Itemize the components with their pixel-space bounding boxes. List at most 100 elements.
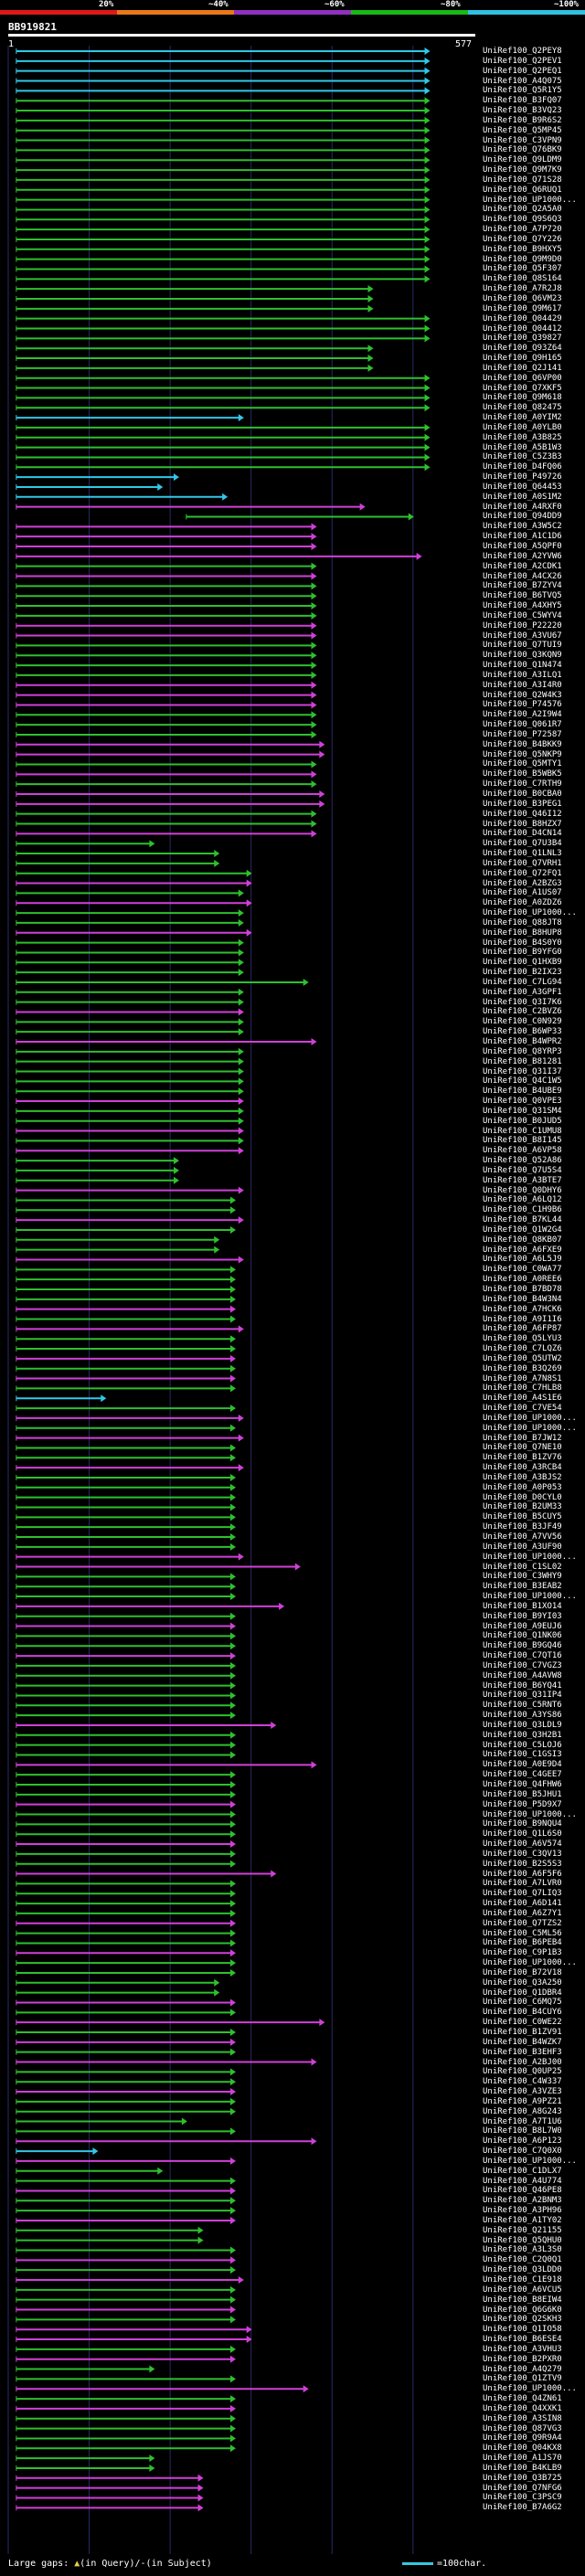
hit-label[interactable]: UniRef100_C7LQZ6 [483,1344,562,1354]
hit-bar[interactable] [16,780,317,789]
hit-bar[interactable] [16,1374,236,1383]
hit-label[interactable]: UniRef100_B3EAB2 [483,1582,562,1592]
hit-bar[interactable] [16,2236,204,2244]
hit-bar[interactable] [16,909,244,917]
hit-bar[interactable] [16,572,317,580]
hit-label[interactable]: UniRef100_A0YIM2 [483,413,562,423]
hit-label[interactable]: UniRef100_Q2PEY8 [483,47,562,56]
hit-bar[interactable] [16,1335,236,1343]
hit-label[interactable]: UniRef100_B9GQ46 [483,1641,562,1651]
hit-label[interactable]: UniRef100_A1US07 [483,888,562,898]
hit-label[interactable]: UniRef100_C0N929 [483,1017,562,1027]
hit-bar[interactable] [16,1900,236,1908]
hit-bar[interactable] [16,621,317,630]
hit-label[interactable]: UniRef100_Q4C1W5 [483,1076,562,1087]
hit-bar[interactable] [16,2414,236,2422]
hit-bar[interactable] [16,2266,236,2274]
hit-label[interactable]: UniRef100_A2I9W4 [483,710,562,720]
hit-bar[interactable] [16,730,317,738]
hit-bar[interactable] [16,691,317,699]
hit-bar[interactable] [16,175,431,184]
hit-label[interactable]: UniRef100_A7VV56 [483,1532,562,1542]
hit-bar[interactable] [16,1771,236,1779]
hit-label[interactable]: UniRef100_Q7NE10 [483,1443,562,1453]
hit-label[interactable]: UniRef100_Q0UP25 [483,2067,562,2077]
hit-bar[interactable] [16,67,431,75]
hit-label[interactable]: UniRef100_P49726 [483,472,562,482]
hit-label[interactable]: UniRef100_Q31IP4 [483,1691,562,1701]
hit-label[interactable]: UniRef100_A9I1I6 [483,1314,562,1324]
hit-bar[interactable] [16,97,431,105]
hit-label[interactable]: UniRef100_A6V574 [483,1839,562,1850]
hit-bar[interactable] [16,641,317,650]
hit-label[interactable]: UniRef100_C2BVZ6 [483,1007,562,1017]
hit-label[interactable]: UniRef100_P74576 [483,700,562,710]
hit-bar[interactable] [16,1354,236,1362]
hit-bar[interactable] [16,1661,236,1670]
hit-bar[interactable] [16,1038,317,1045]
hit-label[interactable]: UniRef100_C1GSI3 [483,1750,562,1760]
hit-bar[interactable] [16,473,179,482]
hit-label[interactable]: UniRef100_Q7NFG6 [483,2483,562,2493]
hit-bar[interactable] [16,226,431,234]
hit-label[interactable]: UniRef100_Q5F307 [483,264,562,274]
hit-label[interactable]: UniRef100_A7HCK6 [483,1304,562,1314]
hit-bar[interactable] [16,2326,252,2334]
hit-bar[interactable] [16,433,431,441]
hit-label[interactable]: UniRef100_A7P720 [483,225,562,235]
hit-bar[interactable] [16,533,317,541]
hit-bar[interactable] [16,1444,236,1452]
hit-label[interactable]: UniRef100_B5CUY5 [483,1512,562,1522]
hit-bar[interactable] [16,1751,236,1759]
hit-label[interactable]: UniRef100_A3ILQ1 [483,670,562,680]
hit-bar[interactable] [16,2019,325,2027]
hit-bar[interactable] [16,1414,244,1422]
hit-bar[interactable] [16,760,317,769]
hit-bar[interactable] [16,1533,236,1541]
hit-label[interactable]: UniRef100_A4Q075 [483,76,562,86]
hit-label[interactable]: UniRef100_C7HLB8 [483,1383,562,1394]
hit-bar[interactable] [16,1256,244,1264]
hit-label[interactable]: UniRef100_C5RNT6 [483,1701,562,1711]
hit-label[interactable]: UniRef100_B9YFG0 [483,948,562,958]
hit-bar[interactable] [16,552,422,560]
hit-label[interactable]: UniRef100_Q7TUI9 [483,641,562,651]
hit-bar[interactable] [16,384,431,392]
hit-bar[interactable] [16,631,317,640]
hit-bar[interactable] [16,2097,236,2105]
hit-bar[interactable] [16,1206,236,1214]
hit-bar[interactable] [16,938,244,947]
hit-label[interactable]: UniRef100_Q46PE8 [483,2186,562,2196]
hit-bar[interactable] [16,2009,236,2017]
hit-bar[interactable] [16,285,374,293]
hit-label[interactable]: UniRef100_A1TY02 [483,2215,562,2225]
hit-bar[interactable] [16,1959,236,1967]
hit-label[interactable]: UniRef100_A7LVR0 [483,1879,562,1889]
hit-bar[interactable] [16,1008,244,1016]
hit-label[interactable]: UniRef100_A6LQ12 [483,1195,562,1205]
hit-bar[interactable] [16,1483,236,1491]
hit-bar[interactable] [16,582,317,590]
hit-bar[interactable] [16,1047,244,1055]
hit-label[interactable]: UniRef100_B4W3N4 [483,1294,562,1304]
hit-label[interactable]: UniRef100_A0P053 [483,1482,562,1492]
hit-label[interactable]: UniRef100_Q5R1Y5 [483,86,562,96]
hit-bar[interactable] [16,1077,244,1086]
hit-bar[interactable] [16,1810,236,1818]
hit-label[interactable]: UniRef100_UP1000... [483,2384,577,2394]
hit-bar[interactable] [16,57,431,65]
hit-bar[interactable] [16,2078,236,2086]
hit-label[interactable]: UniRef100_Q7U3B4 [483,839,562,849]
hit-label[interactable]: UniRef100_Q1N474 [483,661,562,671]
hit-bar[interactable] [16,1712,236,1720]
hit-bar[interactable] [16,126,431,134]
hit-bar[interactable] [16,800,325,808]
hit-bar[interactable] [16,2048,236,2056]
hit-bar[interactable] [16,1988,220,1997]
hit-bar[interactable] [16,1127,244,1135]
hit-bar[interactable] [16,1186,244,1194]
hit-label[interactable]: UniRef100_Q04429 [483,313,562,323]
hit-label[interactable]: UniRef100_UP1000... [483,1552,577,1562]
hit-label[interactable]: UniRef100_B8I145 [483,1136,562,1146]
hit-label[interactable]: UniRef100_B6YQ41 [483,1680,562,1691]
